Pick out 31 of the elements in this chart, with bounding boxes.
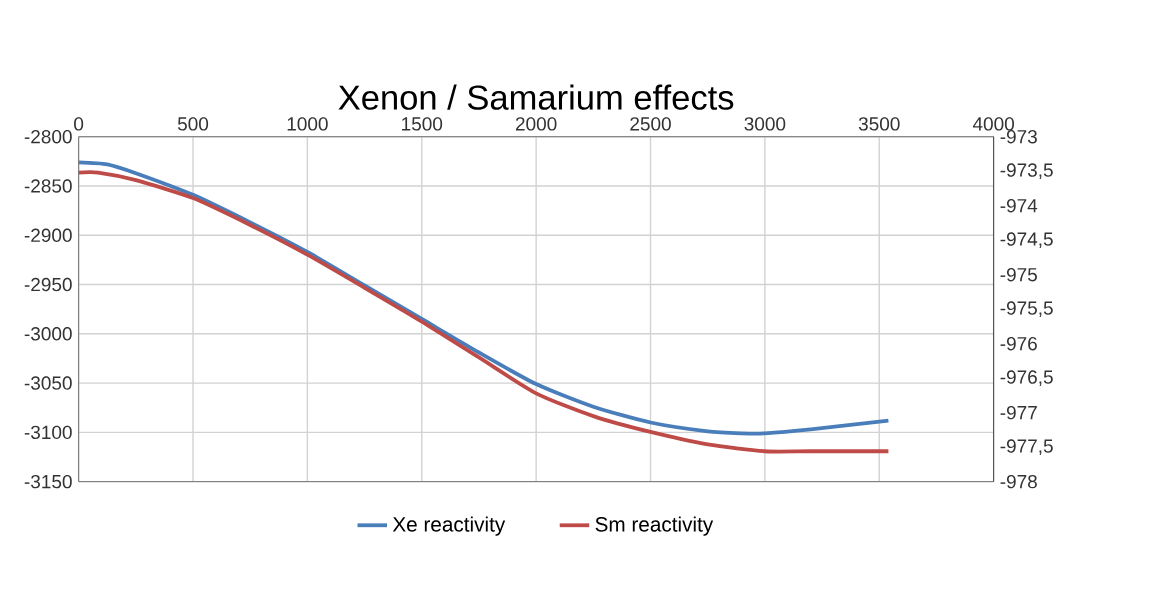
y2-tick-label: -975,5 (1000, 301, 1053, 318)
y-tick-label: -3000 (24, 327, 72, 341)
y-tick-label: -3150 (24, 475, 72, 489)
x-tick-label: 2500 (630, 117, 671, 131)
y2-tick-label: -978 (1000, 475, 1037, 489)
y2-tick-label: -974 (1000, 199, 1038, 213)
legend-label: Sm reactivity (595, 516, 714, 536)
y2-tick-label: -976 (1000, 337, 1037, 351)
y-tick-label: -3050 (24, 376, 72, 390)
y2-tick-label: -974,5 (1000, 232, 1053, 249)
y2-tick-label: -973,5 (1000, 163, 1053, 180)
x-tick-label: 2000 (515, 117, 557, 131)
x-tick-label: 1000 (287, 117, 328, 131)
y2-tick-label: -977 (1000, 406, 1037, 420)
y2-tick-label: -976,5 (1000, 370, 1053, 387)
x-tick-label: 500 (177, 117, 209, 131)
y-tick-label: -2950 (24, 277, 72, 292)
y2-tick-label: -977,5 (1000, 439, 1053, 456)
chart-title: Xenon / Samarium effects (338, 84, 734, 110)
y-tick-label: -2850 (24, 179, 72, 193)
x-tick-label: 3500 (858, 117, 900, 131)
x-tick-label: 1500 (402, 117, 443, 131)
legend-label: Xe reactivity (392, 516, 506, 536)
x-tick-label: 4000 (972, 117, 1014, 131)
y-tick-label: -3100 (24, 425, 72, 440)
x-tick-label: 3000 (744, 117, 786, 131)
y2-tick-label: -973 (1000, 130, 1037, 144)
y-tick-label: -2800 (24, 130, 72, 144)
y2-tick-label: -975 (1000, 268, 1037, 282)
y-tick-label: -2900 (24, 228, 72, 243)
x-tick-label: 0 (74, 117, 84, 131)
